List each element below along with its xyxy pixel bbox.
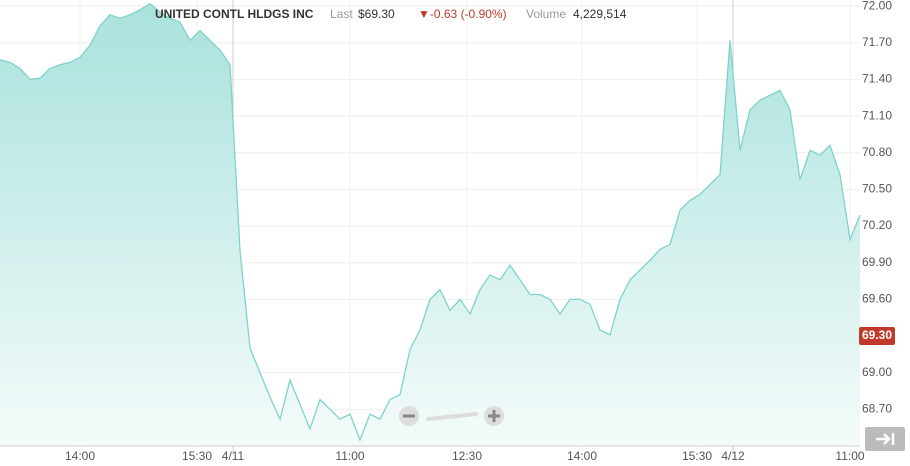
last-price-label: 69.30	[862, 328, 892, 342]
y-tick-label: 70.20	[862, 218, 892, 232]
x-tick-label: 14:00	[65, 449, 95, 463]
y-tick-label: 71.10	[862, 108, 892, 122]
x-tick-label: 12:30	[452, 449, 482, 463]
y-tick-label: 69.00	[862, 365, 892, 379]
y-tick-label: 71.70	[862, 35, 892, 49]
volume: 4,229,514	[573, 7, 627, 21]
area-fill	[0, 3, 860, 446]
header: UNITED CONTL HLDGS INC Last $69.30 ▼-0.6…	[155, 7, 627, 21]
scroll-button[interactable]	[865, 427, 905, 451]
scroll-icon	[876, 433, 895, 445]
price-line	[0, 2, 861, 442]
zoom-slider[interactable]	[426, 412, 478, 421]
y-tick-label: 72.00	[862, 0, 892, 12]
last-label: Last	[330, 7, 353, 21]
zoom-control	[399, 406, 504, 426]
y-tick-label: 70.50	[862, 182, 892, 196]
change: ▼-0.63 (-0.90%)	[418, 7, 507, 21]
last-price-badge	[859, 327, 895, 346]
y-tick-label: 71.40	[862, 72, 892, 86]
y-tick-label: 69.90	[862, 255, 892, 269]
x-tick-label: 15:30	[682, 449, 712, 463]
last-value: $69.30	[358, 7, 395, 21]
x-tick-label: 4/12	[721, 449, 745, 463]
x-tick-label: 4/11	[222, 449, 245, 463]
ticker-name: UNITED CONTL HLDGS INC	[155, 7, 314, 21]
x-tick-label: 11:00	[835, 449, 864, 463]
minus-icon	[403, 414, 415, 418]
y-tick-label: 69.60	[862, 292, 892, 306]
x-tick-label: 11:00	[335, 449, 364, 463]
y-tick-label: 70.80	[862, 145, 892, 159]
y-tick-label: 68.70	[862, 402, 892, 416]
x-tick-label: 14:00	[567, 449, 597, 463]
volume-label: Volume	[526, 7, 566, 21]
x-tick-label: 15:30	[182, 449, 212, 463]
plus-icon	[488, 410, 500, 422]
